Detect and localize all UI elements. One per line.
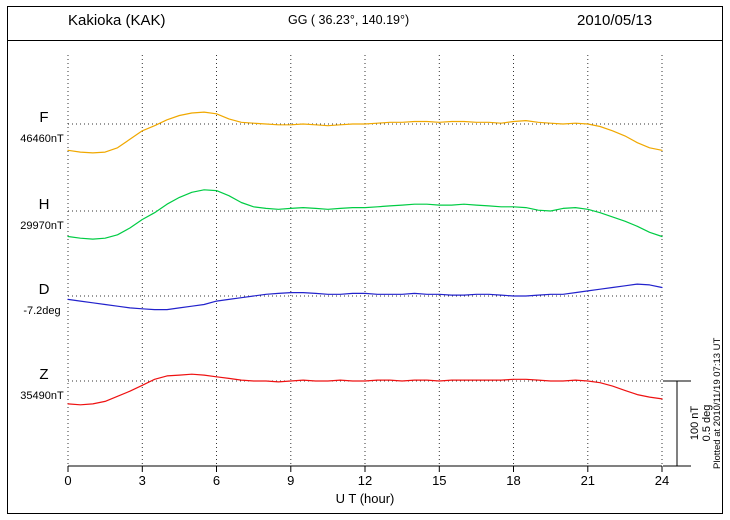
trace-H (67, 189, 663, 240)
trace-F (67, 111, 663, 154)
label-D-name: D (39, 281, 50, 298)
x-tick-label-9: 9 (287, 473, 294, 488)
station-coordinates: GG ( 36.23°, 140.19°) (288, 13, 409, 27)
x-axis-title: U T (hour) (336, 491, 395, 506)
label-H-name: H (39, 196, 50, 213)
x-tick-label-12: 12 (358, 473, 372, 488)
x-tick-label-3: 3 (139, 473, 146, 488)
plotted-at-note: Plotted at 2010/11/19 07:13 UT (712, 337, 723, 469)
component-baselines (68, 123, 662, 382)
label-Z-value: 35490nT (20, 390, 64, 402)
label-H-value: 29970nT (20, 220, 64, 232)
label-D-value: -7.2deg (23, 305, 60, 317)
scale-bracket (663, 380, 691, 467)
outer-border (7, 6, 723, 514)
x-tick-label-21: 21 (581, 473, 595, 488)
station-title: Kakioka (KAK) (68, 12, 166, 29)
x-axis-ticks (67, 466, 663, 472)
trace-D (67, 283, 663, 311)
x-tick-label-6: 6 (213, 473, 220, 488)
label-F-name: F (39, 109, 48, 126)
series-labels: F 46460nT H 29970nT D -7.2deg Z 35490nT (20, 109, 64, 402)
scale-label-nt: 100 nT (689, 406, 701, 441)
label-F-value: 46460nT (20, 133, 64, 145)
traces (67, 111, 663, 406)
x-tick-label-18: 18 (506, 473, 520, 488)
label-Z-name: Z (39, 366, 48, 383)
trace-Z (67, 373, 663, 406)
scale-label-deg: 0.5 deg (701, 405, 713, 442)
x-tick-labels: 0 3 6 9 12 15 18 21 24 (64, 473, 669, 488)
x-tick-label-0: 0 (64, 473, 71, 488)
plot-date: 2010/05/13 (577, 12, 652, 29)
x-tick-label-24: 24 (655, 473, 669, 488)
x-tick-label-15: 15 (432, 473, 446, 488)
vertical-gridlines (67, 55, 663, 466)
